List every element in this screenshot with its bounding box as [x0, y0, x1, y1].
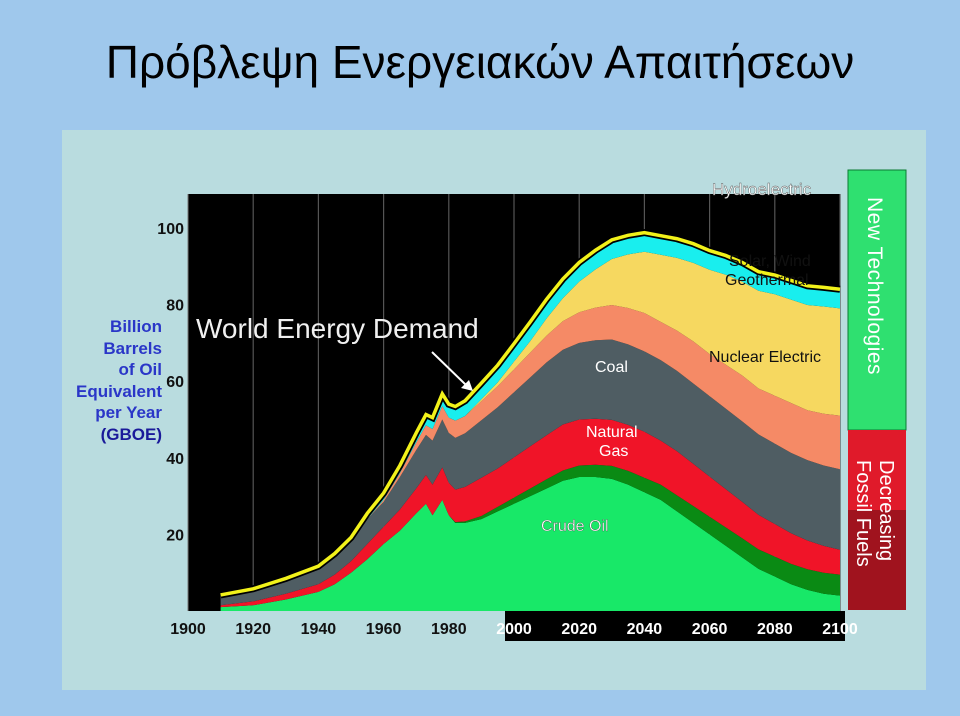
x-tick-label: 2080 [757, 621, 793, 638]
y-tick-label: 40 [166, 451, 184, 468]
x-tick-label: 1900 [170, 621, 206, 638]
x-tick-label: 2040 [627, 621, 663, 638]
y-axis-label-line-6: (GBOE) [100, 424, 162, 444]
x-tick-label: 2020 [561, 621, 597, 638]
area-series-1 [220, 464, 840, 608]
series-label-solar-wind-line-1: Solar, Wind [729, 253, 811, 270]
axis-strip [505, 611, 845, 641]
x-tick-label: 1980 [431, 621, 467, 638]
y-tick-label: 100 [157, 221, 184, 238]
x-tick-label: 1960 [366, 621, 402, 638]
series-label-hydroelectric: Hydroelectric [712, 180, 812, 199]
chart-title: World Energy Demand [196, 313, 479, 344]
x-tick-label: 1940 [301, 621, 337, 638]
y-tick-label: 60 [166, 374, 184, 391]
series-label-nuclear: Nuclear Electric [709, 349, 821, 366]
series-label-natural-gas-line-1: Natural [586, 424, 638, 441]
annotation-arrowhead [461, 380, 473, 391]
x-tick-label: 2100 [822, 621, 858, 638]
y-axis-label-line-1: Billion [110, 317, 162, 336]
side-label-new-technologies: New Technologies [863, 197, 886, 375]
area-series-2 [220, 418, 840, 608]
x-tick-label: 1920 [235, 621, 271, 638]
area-series-0 [220, 476, 840, 611]
x-tick-label: 2060 [692, 621, 728, 638]
series-label-coal: Coal [595, 359, 628, 376]
total-outline [219, 229, 841, 599]
area-series-4 [220, 304, 840, 596]
annotation-arrow [431, 351, 467, 386]
y-tick-label: 80 [166, 298, 184, 315]
series-label-natural-gas-line-2: Gas [599, 443, 628, 460]
y-axis-label-line-2: Barrels [103, 338, 162, 358]
y-tick-label: 20 [166, 527, 184, 544]
series-label-crude-oil: Crude Oil [541, 518, 609, 535]
y-axis-label-line-5: per Year [95, 403, 162, 422]
side-label-decreasing-line-2: Fossil Fuels [852, 460, 874, 567]
area-series-3 [220, 339, 840, 606]
slide-title: Πρόβλεψη Ενεργειακών Απαιτήσεων [105, 36, 855, 88]
side-panel-decreasing-fossil-shade [848, 510, 906, 610]
x-tick-label: 2000 [496, 621, 532, 638]
y-axis-label: Billion Barrels of Oil Equivalent per Ye… [66, 316, 162, 445]
y-axis-label-line-4: Equivalent [76, 381, 162, 401]
y-axis-label-line-3: of Oil [118, 360, 162, 379]
side-label-decreasing-line-1: Decreasing [875, 460, 897, 561]
total-outline-line [220, 230, 841, 597]
series-label-solar-wind-line-2: Geothermal [725, 272, 809, 289]
